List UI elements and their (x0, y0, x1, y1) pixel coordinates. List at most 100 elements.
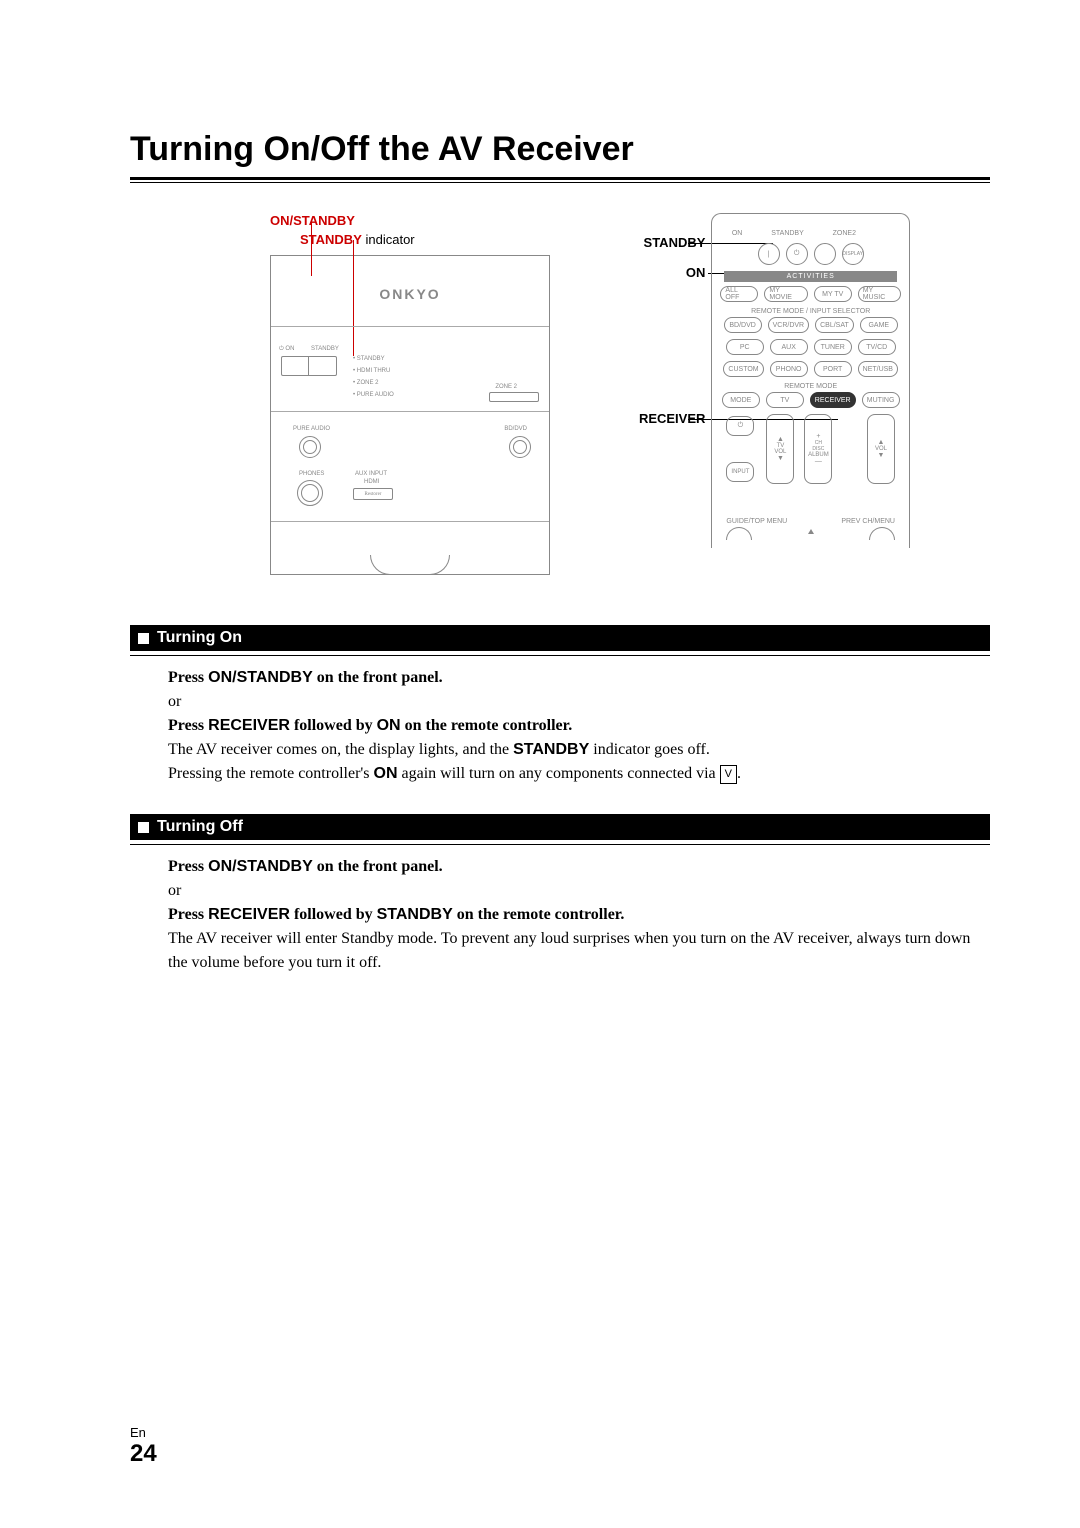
footer-lang: En (130, 1425, 157, 1440)
sel-r1-2: CBL/SAT (815, 317, 854, 333)
phones-jack (297, 480, 323, 506)
off-l2-pre: Press (168, 906, 208, 923)
remote-on-btn: | (758, 243, 780, 265)
section-turning-on-title: Turning On (157, 629, 242, 647)
page-title: Turning On/Off the AV Receiver (130, 130, 990, 169)
on-l1-btn: ON/STANDBY (208, 669, 313, 686)
sel-r4-3: MUTING (862, 392, 900, 408)
on-l3-post: indicator goes off. (589, 741, 710, 758)
pure-audio-label: PURE AUDIO (293, 426, 330, 432)
on-l2-pre: Press (168, 717, 208, 734)
toprow-zone2-lbl: ZONE2 (833, 230, 856, 237)
label-on: ON (686, 265, 706, 280)
sel-r2-2: TUNER (814, 339, 852, 355)
dpad-vol: ▲ VOL ▼ (867, 414, 895, 484)
sel-r2-1: AUX (770, 339, 808, 355)
rule-thin (130, 182, 990, 183)
remote-labels: STANDBY ON RECEIVER (610, 213, 711, 575)
turning-on-body: Press ON/STANDBY on the front panel. or … (168, 666, 990, 786)
sel-r4-2-receiver: RECEIVER (810, 392, 856, 408)
divider-3 (271, 521, 549, 522)
sel-r3-1: PHONO (770, 361, 808, 377)
hdmi-label: HDMI (364, 479, 379, 485)
sel-r3-0: CUSTOM (723, 361, 763, 377)
prev-label: PREV CH/MENU (841, 518, 895, 525)
dpad-area: ⏻ INPUT ▲ TV VOL ▼ + CHDISC ALBUM — (720, 414, 901, 514)
on-l1-post: on the front panel. (313, 669, 443, 686)
square-icon (138, 822, 149, 833)
dpad-power: ⏻ (726, 416, 754, 436)
toprow-standby-lbl: STANDBY (771, 230, 804, 237)
half-circle-left (726, 527, 752, 540)
panel-box: ONKYO ⏻ ON STANDBY • STANDBY • HDMI THRU… (270, 255, 550, 575)
guide-label: GUIDE/TOP MENU (726, 518, 787, 525)
off-or: or (168, 879, 990, 903)
act-0: ALL OFF (720, 286, 758, 302)
sel-r4-1: TV (766, 392, 804, 408)
lead-line (353, 240, 354, 356)
on-l2-btn2: ON (377, 717, 401, 734)
sel-r1-3: GAME (860, 317, 898, 333)
off-l2-btn2: STANDBY (377, 906, 453, 923)
btn-divider (308, 356, 309, 376)
label-onstandby: ON/STANDBY (270, 213, 550, 228)
section-turning-off-title: Turning Off (157, 818, 243, 836)
mode-label: REMOTE MODE (720, 383, 901, 390)
label-indicator: STANDBY indicator (300, 232, 550, 247)
on-l3-bold: STANDBY (513, 741, 589, 758)
ind-3: • PURE AUDIO (353, 392, 394, 398)
footer-page: 24 (130, 1440, 157, 1468)
power-button (281, 356, 337, 376)
brand: ONKYO (379, 286, 440, 302)
arrow-up (808, 529, 814, 534)
remote-bottom-labels: GUIDE/TOP MENU PREV CH/MENU (720, 518, 901, 525)
square-icon (138, 633, 149, 644)
section-rule (130, 655, 990, 656)
ind-0: • STANDBY (353, 356, 385, 362)
sel-r4-0: MODE (722, 392, 760, 408)
page-footer: En 24 (130, 1425, 157, 1468)
bottom-curve (370, 555, 450, 575)
on-l1-pre: Press (168, 669, 208, 686)
remote-box: ON STANDBY ZONE2 X | ⏻ DISPLAY ACTIVITIE… (711, 213, 910, 548)
power-label: ⏻ ON (279, 346, 294, 353)
on-l4-pre: Pressing the remote controller's (168, 765, 374, 782)
turning-off-body: Press ON/STANDBY on the front panel. or … (168, 855, 990, 975)
zone2-small: ZONE 2 (495, 384, 517, 390)
toprow-on-lbl: ON (732, 230, 743, 237)
remote-zone2-btn (814, 243, 836, 265)
act-1: MY MOVIE (764, 286, 807, 302)
remote-bottom-circles (720, 527, 901, 540)
off-l3: The AV receiver will enter Standby mode.… (168, 927, 990, 975)
section-rule (130, 844, 990, 845)
ind-1: • HDMI THRU (353, 368, 390, 374)
on-or: or (168, 690, 990, 714)
on-l4-mid: again will turn on any components connec… (398, 765, 720, 782)
on-l2-mid: followed by (290, 717, 377, 734)
on-l3-pre: The AV receiver comes on, the display li… (168, 741, 513, 758)
off-l1-btn: ON/STANDBY (208, 858, 313, 875)
on-l2-post: on the remote controller. (401, 717, 573, 734)
sel-r1-0: BD/DVD (724, 317, 762, 333)
rule-thick (130, 177, 990, 180)
zone2-slider (489, 392, 539, 402)
remote-standby-btn: ⏻ (786, 243, 808, 265)
act-2: MY TV (814, 286, 852, 302)
lead-line (311, 221, 312, 276)
dpad-ch-album: + CHDISC ALBUM — (804, 414, 832, 484)
off-l2-mid: followed by (290, 906, 377, 923)
remote-diagram: STANDBY ON RECEIVER ON STANDBY ZONE2 X |… (610, 213, 910, 575)
ri-symbol: V (720, 765, 737, 784)
remote-display-btn: DISPLAY (842, 243, 864, 265)
sel-r3-3: NET/USB (858, 361, 898, 377)
ind-2: • ZONE 2 (353, 380, 378, 386)
section-turning-off-header: Turning Off (130, 814, 990, 840)
phones-label: PHONES (299, 471, 324, 477)
bddvd-knob (509, 436, 531, 458)
sel-r2-3: TV/CD (858, 339, 896, 355)
diagram-row: ON/STANDBY STANDBY indicator ONKYO ⏻ ON … (270, 213, 990, 575)
sel-r1-1: VCR/DVR (768, 317, 810, 333)
restorer-btn: Restorer (353, 488, 393, 500)
on-l2-btn1: RECEIVER (208, 717, 290, 734)
divider (271, 326, 549, 327)
